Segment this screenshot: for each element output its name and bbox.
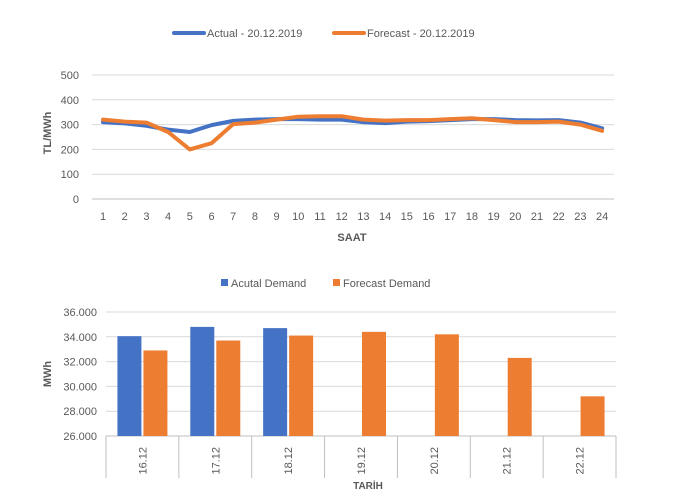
bar-chart-gridlines	[106, 311, 616, 437]
line-chart-legend: Actual - 20.12.2019 Forecast - 20.12.201…	[172, 28, 475, 40]
x-tick-label: 22.12	[575, 447, 587, 475]
y-tick-label: 34.000	[63, 332, 97, 344]
x-tick-label: 17	[444, 211, 456, 223]
line-chart-gridlines	[92, 74, 614, 200]
y-tick-label: 400	[61, 95, 79, 107]
x-tick-label: 15	[401, 211, 413, 223]
x-tick-label: 16.12	[137, 447, 149, 475]
bar-chart-y-axis-label: MWh	[42, 361, 54, 388]
y-tick-label: 28.000	[63, 406, 97, 418]
forecast-price-line	[101, 114, 605, 152]
y-tick-label: 30.000	[63, 381, 97, 393]
x-tick-label: 18.12	[283, 447, 295, 475]
x-tick-label: 4	[165, 211, 171, 223]
x-tick-label: 21	[531, 211, 543, 223]
y-tick-label: 0	[73, 194, 79, 206]
x-tick-label: 6	[208, 211, 214, 223]
x-tick-label: 7	[230, 211, 236, 223]
x-tick-label: 13	[357, 211, 369, 223]
x-tick-label: 17.12	[210, 447, 222, 475]
forecast-demand-bar	[362, 331, 386, 436]
y-tick-label: 36.000	[63, 307, 97, 319]
line-chart-y-axis-label: TL/MWh	[42, 111, 54, 154]
x-tick-label: 20	[509, 211, 521, 223]
legend-actual-demand-label: Acutal Demand	[231, 278, 306, 290]
forecast-demand-bar	[434, 334, 459, 436]
x-tick-label: 16	[422, 211, 434, 223]
legend-forecast-demand-swatch	[333, 279, 340, 286]
legend-forecast-label: Forecast - 20.12.2019	[367, 28, 475, 40]
y-tick-label: 26.000	[63, 431, 97, 443]
x-tick-label: 14	[379, 211, 391, 223]
x-tick-label: 18	[466, 211, 478, 223]
x-tick-label: 21.12	[502, 447, 514, 475]
line-chart: Actual - 20.12.2019 Forecast - 20.12.201…	[42, 28, 614, 244]
bar-chart-y-ticks: 26.000 28.000 30.000 32.000 34.000 36.000	[63, 307, 97, 443]
x-tick-label: 3	[143, 211, 149, 223]
actual-demand-bar	[190, 326, 215, 436]
y-tick-label: 500	[61, 70, 79, 82]
x-tick-label: 20.12	[429, 447, 441, 475]
line-chart-x-axis-label: SAAT	[337, 232, 366, 244]
legend-forecast-demand-label: Forecast Demand	[343, 278, 430, 290]
y-tick-label: 100	[61, 169, 79, 181]
x-tick-label: 23	[574, 211, 586, 223]
x-tick-label: 19	[487, 211, 499, 223]
line-chart-x-ticks: 1 2 3 4 5 6 7 8 9 10 11 12 13 14 15 16 17 18 19 20 21 22 23 24	[100, 211, 608, 223]
x-tick-label: 10	[292, 211, 304, 223]
x-tick-label: 19.12	[356, 447, 368, 475]
bar-chart-bars	[117, 326, 605, 436]
y-tick-label: 300	[61, 120, 79, 132]
bar-chart: Acutal Demand Forecast Demand 26.000 28.0…	[42, 278, 617, 492]
x-tick-label: 5	[187, 211, 193, 223]
actual-demand-bar	[263, 328, 288, 436]
x-tick-label: 8	[252, 211, 258, 223]
bar-chart-x-axis-label: TARİH	[353, 479, 383, 492]
forecast-demand-bar	[143, 350, 168, 436]
forecast-demand-bar	[289, 335, 314, 436]
x-tick-label: 2	[122, 211, 128, 223]
forecast-demand-bar	[580, 396, 605, 436]
bar-chart-x-ticks: 16.12 17.12 18.12 19.12 20.12 21.12 22.12	[105, 436, 617, 478]
actual-demand-bar	[117, 336, 142, 436]
forecast-demand-bar	[216, 340, 241, 436]
x-tick-label: 1	[100, 211, 106, 223]
line-chart-y-ticks: 0 100 200 300 400 500	[61, 70, 79, 206]
y-tick-label: 200	[61, 144, 79, 156]
legend-actual-label: Actual - 20.12.2019	[207, 28, 302, 40]
legend-actual-demand-swatch	[221, 279, 228, 286]
x-tick-label: 12	[336, 211, 348, 223]
forecast-demand-bar	[507, 357, 532, 436]
y-tick-label: 32.000	[63, 357, 97, 369]
x-tick-label: 11	[314, 211, 325, 223]
x-tick-label: 24	[596, 211, 608, 223]
x-tick-label: 22	[553, 211, 565, 223]
x-tick-label: 9	[274, 211, 280, 223]
bar-chart-legend: Acutal Demand Forecast Demand	[221, 278, 430, 290]
